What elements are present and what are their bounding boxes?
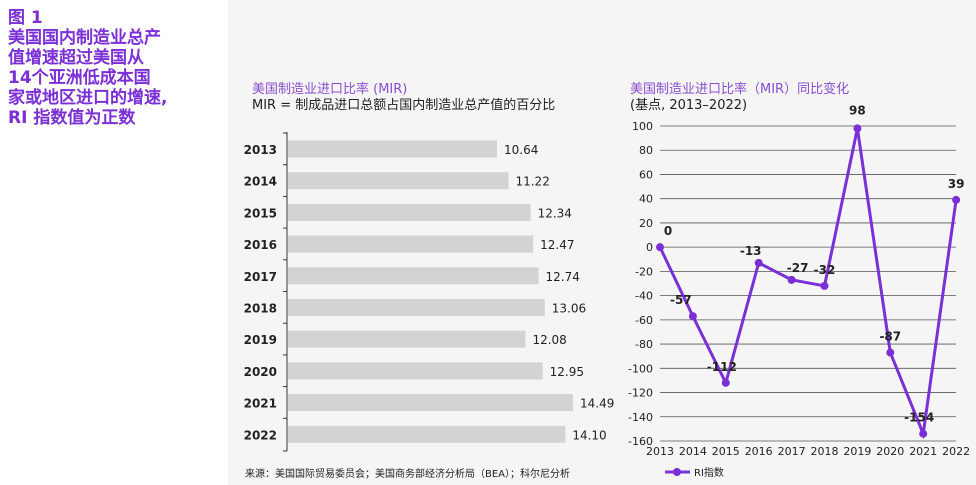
series-line (658, 128, 958, 440)
y-tick-label: 80 (639, 144, 653, 157)
y-tick-label: 60 (639, 168, 653, 181)
data-point (886, 348, 895, 357)
data-point (820, 281, 829, 290)
bar (288, 330, 526, 348)
bar-value-label: 12.95 (550, 365, 584, 379)
bar (288, 235, 534, 253)
bar-value-label: 14.10 (572, 428, 606, 442)
data-label: -27 (787, 261, 809, 275)
data-label: -13 (740, 244, 762, 258)
bar-category-label: 2022 (244, 428, 277, 442)
data-label: 0 (664, 224, 672, 238)
y-tick-label: -140 (628, 411, 653, 424)
bar (288, 140, 498, 158)
bar-value-label: 12.74 (545, 270, 579, 284)
data-label: -32 (814, 263, 836, 277)
data-label: 39 (948, 177, 965, 191)
data-label: -57 (670, 293, 692, 307)
y-tick-label: 100 (632, 120, 653, 133)
bar (288, 394, 574, 412)
y-tick-label: -120 (628, 387, 653, 400)
bar-category-label: 2019 (244, 333, 277, 347)
line-chart-title: 美国制造业进口比率（MIR）同比变化 (630, 82, 850, 97)
data-label: -87 (879, 330, 901, 344)
bar-chart-subtitle: MIR = 制成品进口总额占国内制造业总产值的百分比 (252, 98, 556, 113)
bar-value-label: 11.22 (515, 175, 549, 189)
x-tick-label: 2021 (909, 445, 937, 458)
bar (288, 299, 545, 316)
y-tick-label: -40 (635, 290, 653, 303)
source-note: 来源：美国国际贸易委员会；美国商务部经济分析局（BEA）；科尔尼分析 (245, 469, 571, 480)
figure-title: 图 1 美国国内制造业总产 值增速超过美国从 14个亚洲低成本国 家或地区进口的… (8, 8, 168, 128)
data-label: -154 (904, 411, 934, 425)
data-point (754, 258, 763, 267)
bar (288, 203, 531, 221)
line-chart-subtitle: (基点, 2013–2022) (630, 98, 748, 113)
data-point (952, 195, 961, 204)
y-tick-label: -160 (628, 435, 653, 448)
bar-value-label: 13.06 (552, 302, 586, 316)
data-point (688, 312, 697, 321)
y-tick-label: -80 (635, 338, 653, 351)
bar-value-label: 12.47 (540, 238, 574, 252)
bar-category-label: 2017 (244, 270, 277, 284)
bar (288, 172, 509, 190)
x-tick-label: 2015 (712, 445, 740, 458)
bar-chart-title: 美国制造业进口比率 (MIR) (252, 82, 408, 97)
legend-marker (673, 468, 681, 476)
bar-category-label: 2021 (244, 397, 277, 411)
bar-value-label: 14.49 (580, 397, 614, 411)
bar-category-label: 2015 (244, 206, 277, 220)
x-tick-label: 2013 (646, 445, 674, 458)
data-point (721, 378, 730, 387)
data-point (919, 429, 928, 438)
data-point (787, 275, 796, 284)
y-tick-label: -100 (628, 362, 653, 375)
bar-value-label: 12.08 (532, 333, 566, 347)
bar (288, 362, 543, 380)
y-tick-label: 40 (639, 193, 653, 206)
bar-category-label: 2016 (244, 238, 277, 252)
bar-value-label: 12.34 (538, 206, 572, 220)
bar-category-label: 2018 (244, 302, 277, 316)
x-tick-label: 2018 (811, 445, 839, 458)
bar-category-label: 2014 (244, 175, 277, 189)
y-tick-label: -20 (635, 265, 653, 278)
x-tick-label: 2017 (778, 445, 806, 458)
x-tick-label: 2014 (679, 445, 707, 458)
data-point (656, 243, 664, 252)
bar (288, 267, 539, 285)
legend-label: RI指数 (694, 466, 724, 479)
x-tick-label: 2016 (745, 445, 773, 458)
x-tick-label: 2019 (843, 445, 871, 458)
x-tick-label: 2022 (942, 445, 970, 458)
left-panel: 图 1 美国国内制造业总产 值增速超过美国从 14个亚洲低成本国 家或地区进口的… (0, 0, 228, 485)
x-tick-label: 2020 (876, 445, 904, 458)
data-point (853, 124, 862, 133)
bar-category-label: 2020 (244, 365, 277, 379)
y-tick-label: -60 (635, 314, 653, 327)
bar-value-label: 10.64 (504, 143, 538, 157)
y-tick-label: 0 (646, 241, 653, 254)
data-label: 98 (849, 103, 866, 117)
data-label: -112 (707, 360, 737, 374)
bar (288, 425, 566, 443)
y-tick-label: 20 (639, 217, 653, 230)
bar-category-label: 2013 (244, 143, 277, 157)
